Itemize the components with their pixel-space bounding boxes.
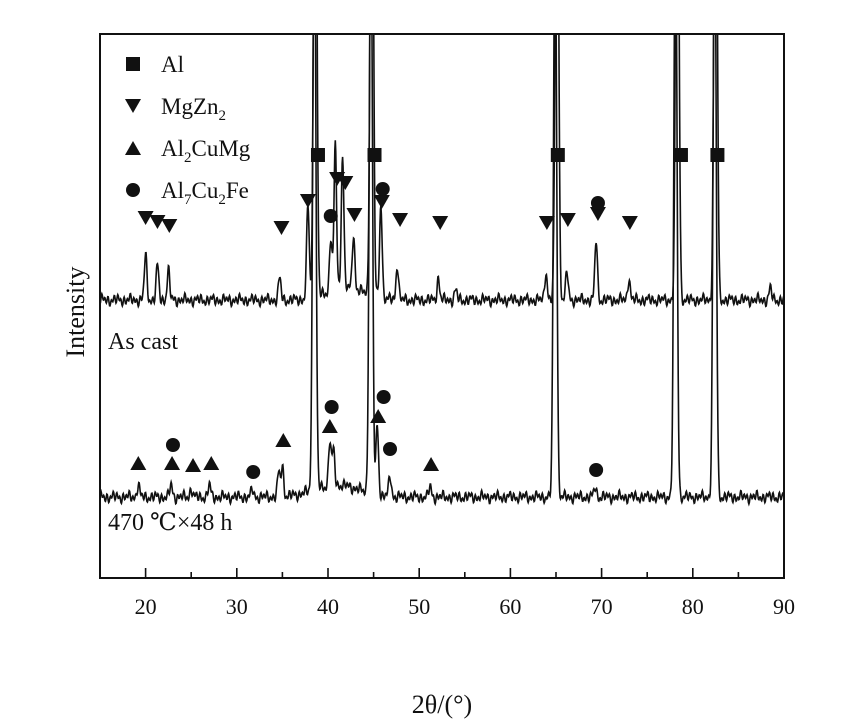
triangle-down-marker [538, 216, 555, 230]
triangle-up-marker [423, 457, 440, 471]
circle-marker [383, 442, 398, 456]
legend: Al MgZn2 Al2CuMg Al7Cu2Fe [125, 52, 251, 208]
legend-label: Al [161, 52, 184, 77]
circle-marker [375, 182, 390, 196]
legend-square-icon [126, 57, 140, 71]
circle-marker [590, 196, 605, 210]
triangle-up-marker [370, 409, 387, 423]
triangle-down-marker [337, 176, 354, 190]
circle-marker [376, 390, 391, 404]
x-tick-label: 60 [499, 594, 521, 619]
x-axis: 20 30 40 50 60 70 80 90 [99, 568, 795, 619]
square-marker [550, 148, 565, 162]
triangle-up-marker [130, 456, 147, 470]
circle-marker [324, 400, 339, 414]
triangle-down-marker [559, 213, 576, 227]
triangle-down-marker [346, 208, 363, 222]
plot-area: 20 30 40 50 60 70 80 90 [99, 33, 795, 619]
triangle-down-marker [589, 207, 606, 221]
triangle-down-marker [137, 211, 154, 225]
x-tick-label: 70 [591, 594, 613, 619]
circle-marker [323, 209, 338, 223]
x-tick-label: 50 [408, 594, 430, 619]
square-marker [367, 148, 382, 162]
x-tick-label: 40 [317, 594, 339, 619]
y-axis-title: Intensity [61, 267, 90, 358]
trace-as-cast [100, 34, 784, 310]
trace-label-heat-treated: 470 ℃×48 h [108, 510, 232, 536]
circle-marker [589, 463, 604, 477]
peak-markers [130, 148, 725, 479]
x-tick-label: 20 [135, 594, 157, 619]
trace-label-as-cast: As cast [108, 329, 178, 355]
circle-marker [246, 465, 261, 479]
legend-label: MgZn2 [161, 94, 226, 124]
traces [100, 34, 784, 507]
x-tick-label: 90 [773, 594, 795, 619]
triangle-down-marker [432, 216, 449, 230]
triangle-up-marker [164, 456, 181, 470]
legend-circle-icon [126, 183, 140, 197]
x-axis-title: 2θ/(°) [412, 690, 472, 719]
triangle-down-marker [299, 194, 316, 208]
triangle-down-marker [329, 172, 346, 186]
triangle-down-marker [392, 213, 409, 227]
triangle-down-marker [621, 216, 638, 230]
legend-triangle-down-icon [125, 99, 141, 113]
circle-marker [165, 438, 180, 452]
trace-heat-treated [100, 34, 784, 507]
triangle-down-marker [273, 221, 290, 235]
triangle-down-marker [149, 215, 166, 229]
square-marker [710, 148, 725, 162]
legend-triangle-up-icon [125, 141, 141, 155]
triangle-down-marker [373, 195, 390, 209]
x-tick-label: 80 [682, 594, 704, 619]
triangle-up-marker [185, 458, 202, 472]
triangle-down-marker [161, 219, 178, 233]
legend-label: Al2CuMg [161, 136, 251, 166]
square-marker [310, 148, 325, 162]
plot-frame [99, 33, 785, 579]
triangle-up-marker [321, 419, 338, 433]
triangle-up-marker [275, 433, 292, 447]
triangle-up-marker [203, 456, 220, 470]
legend-label: Al7Cu2Fe [161, 178, 249, 208]
square-marker [673, 148, 688, 162]
x-tick-label: 30 [226, 594, 248, 619]
